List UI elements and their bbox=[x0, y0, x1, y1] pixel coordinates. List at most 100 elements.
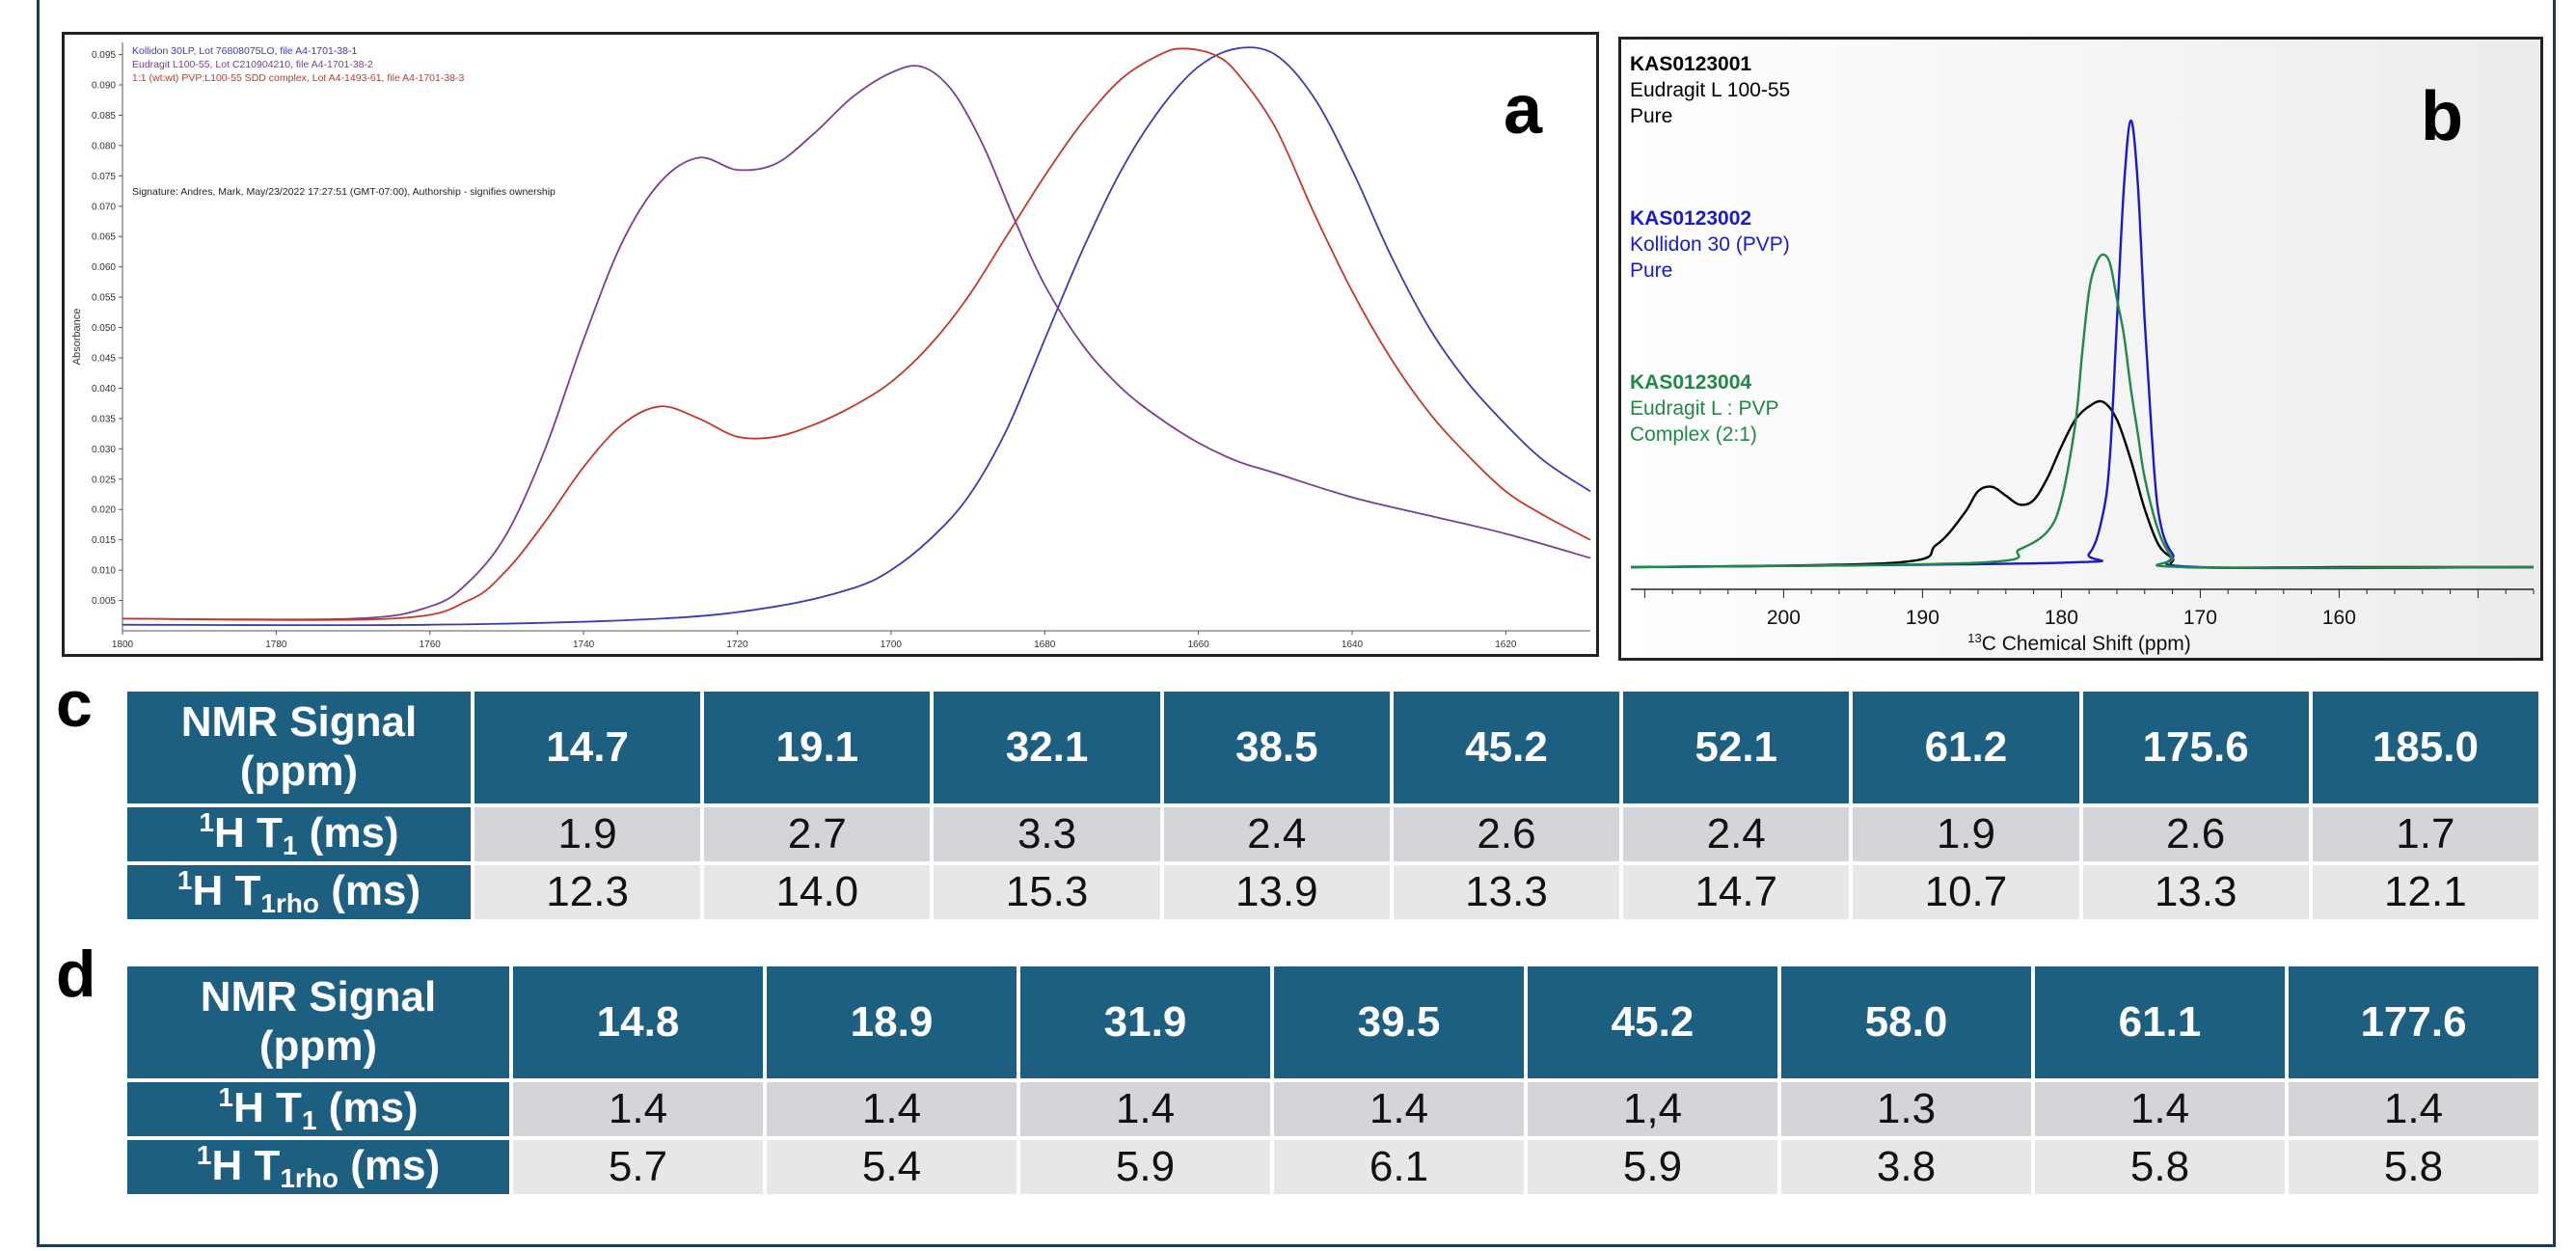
nmr-spectrum-panel: 200 190 180 170 160 13C Chemical Shift (ppm) K… bbox=[1618, 37, 2543, 661]
x-tick-label: 180 bbox=[2045, 607, 2078, 629]
header-cell: 175.6 bbox=[2082, 692, 2309, 803]
panel-letter-d: d bbox=[56, 938, 96, 1011]
y-tick-label: 0.090 bbox=[92, 81, 116, 92]
y-tick-label: 0.020 bbox=[92, 505, 116, 516]
row-label-t1: 1H T1 (ms) bbox=[127, 1082, 509, 1137]
x-tick-label: 200 bbox=[1767, 607, 1801, 629]
table-cell: 14.0 bbox=[704, 865, 931, 920]
x-tick-label: 1640 bbox=[1342, 639, 1364, 650]
table-cell: 5.8 bbox=[2289, 1140, 2538, 1195]
table-cell: 1.7 bbox=[2312, 807, 2538, 862]
header-label: NMR Signal (ppm) bbox=[127, 966, 509, 1078]
x-tick-label: 1760 bbox=[420, 639, 442, 650]
y-tick-label: 0.025 bbox=[92, 475, 116, 485]
ftir-series-line bbox=[122, 47, 1591, 621]
header-cell: 45.2 bbox=[1393, 692, 1620, 803]
y-tick-label: 0.030 bbox=[92, 445, 116, 455]
y-tick-label: 0.005 bbox=[92, 596, 116, 607]
sample-id: KAS0123001 bbox=[1630, 53, 1751, 75]
legend-entry: Kollidon 30LP, Lot 76808075LO, file A4-1… bbox=[132, 45, 357, 57]
table-cell: 5.9 bbox=[1020, 1140, 1270, 1195]
y-tick-label: 0.050 bbox=[92, 323, 116, 334]
header-label-line1: NMR Signal bbox=[200, 973, 437, 1021]
y-axis-label: Absorbance bbox=[71, 309, 83, 366]
table-cell: 12.3 bbox=[475, 865, 701, 920]
table-cell: 15.3 bbox=[934, 865, 1160, 920]
sample-description: Pure bbox=[1630, 105, 1672, 127]
table-cell: 14.7 bbox=[1623, 865, 1850, 920]
header-cell: 61.2 bbox=[1853, 692, 2079, 803]
label-sup: 1 bbox=[218, 1082, 233, 1112]
header-cell: 18.9 bbox=[767, 966, 1017, 1078]
header-cell: 14.7 bbox=[475, 692, 701, 803]
header-cell: 61.1 bbox=[2035, 966, 2285, 1078]
label-sub: 1 bbox=[301, 1105, 317, 1135]
table-row-t1rho: 1H T1rho (ms) 5.7 5.4 5.9 6.1 5.9 3.8 5.… bbox=[127, 1140, 2538, 1195]
header-cell: 32.1 bbox=[934, 692, 1160, 803]
relaxation-table-d: NMR Signal (ppm) 14.8 18.9 31.9 39.5 45.2… bbox=[123, 963, 2542, 1198]
label-sup: 1 bbox=[196, 1140, 212, 1171]
label-sup: 1 bbox=[176, 865, 193, 896]
header-cell: 39.5 bbox=[1274, 966, 1524, 1078]
ftir-series-line bbox=[122, 46, 1591, 627]
nmr-series-line bbox=[1630, 253, 2535, 569]
table-cell: 2.4 bbox=[1163, 807, 1390, 862]
y-tick-label: 0.045 bbox=[92, 354, 116, 365]
x-tick-label: 1680 bbox=[1034, 639, 1056, 650]
header-cell: 58.0 bbox=[1781, 966, 2031, 1078]
x-tick-label: 1800 bbox=[112, 639, 134, 650]
legend-entry: 1:1 (wt:wt) PVP:L100-55 SDD complex, Lot… bbox=[132, 72, 465, 84]
sample-description: Kollidon 30 (PVP) bbox=[1630, 233, 1790, 256]
x-tick-label: 1700 bbox=[881, 639, 903, 650]
signature-text: Signature: Andres, Mark, May/23/2022 17:… bbox=[132, 186, 556, 198]
x-tick-label: 190 bbox=[1906, 607, 1939, 629]
header-label-line2: (ppm) bbox=[258, 1022, 378, 1070]
row-label-t1: 1H T1 (ms) bbox=[127, 807, 471, 862]
header-cell: 19.1 bbox=[704, 692, 931, 803]
table-cell: 1.4 bbox=[1020, 1082, 1270, 1137]
table-cell: 3.3 bbox=[934, 807, 1160, 862]
label-sup: 1 bbox=[199, 807, 214, 837]
x-axis-label: 13C Chemical Shift (ppm) bbox=[1967, 631, 2191, 655]
x-tick-label: 1620 bbox=[1495, 639, 1517, 650]
nmr-spectrum-chart: 200 190 180 170 160 13C Chemical Shift (ppm) K… bbox=[1621, 40, 2540, 658]
header-cell: 38.5 bbox=[1163, 692, 1390, 803]
x-axis-label-main: C Chemical Shift (ppm) bbox=[1982, 633, 2191, 655]
y-tick-label: 0.085 bbox=[92, 111, 116, 122]
table-cell: 5.8 bbox=[2035, 1140, 2285, 1195]
y-tick-label: 0.060 bbox=[92, 262, 116, 273]
y-tick-label: 0.065 bbox=[92, 232, 116, 243]
ftir-panel: 0.005 0.010 0.015 0.020 0.025 0.030 0.035 0.040… bbox=[62, 32, 1599, 657]
sample-id: KAS0123002 bbox=[1630, 207, 1751, 230]
header-label-line2: (ppm) bbox=[239, 748, 359, 795]
label-unit: (ms) bbox=[319, 867, 421, 915]
header-cell: 45.2 bbox=[1528, 966, 1777, 1078]
table-cell: 3.8 bbox=[1781, 1140, 2031, 1195]
table-cell: 1.4 bbox=[2289, 1082, 2538, 1137]
x-axis-label-sup: 13 bbox=[1967, 631, 1981, 645]
label-sub: 1rho bbox=[260, 888, 320, 919]
y-tick-label: 0.010 bbox=[92, 566, 116, 577]
y-tick-label: 0.075 bbox=[92, 172, 116, 182]
table-cell: 13.3 bbox=[2082, 865, 2309, 920]
panel-background bbox=[1621, 40, 2540, 658]
header-cell: 52.1 bbox=[1623, 692, 1850, 803]
sample-description: Pure bbox=[1630, 259, 1672, 282]
table-cell: 5.7 bbox=[513, 1140, 763, 1195]
sample-description: Eudragit L : PVP bbox=[1630, 397, 1778, 420]
sample-description: Eudragit L 100-55 bbox=[1630, 79, 1790, 101]
label-main: H T bbox=[213, 809, 283, 857]
row-label-t1rho: 1H T1rho (ms) bbox=[127, 1140, 509, 1195]
row-label-t1rho: 1H T1rho (ms) bbox=[127, 865, 471, 920]
label-main: H T bbox=[211, 1142, 281, 1190]
panel-letter-b: b bbox=[2421, 78, 2463, 155]
table-cell: 6.1 bbox=[1274, 1140, 1524, 1195]
ftir-chart: 0.005 0.010 0.015 0.020 0.025 0.030 0.035 0.040… bbox=[71, 42, 1591, 650]
sample-description: Complex (2:1) bbox=[1630, 423, 1757, 446]
x-tick-label: 1720 bbox=[726, 639, 748, 650]
table-cell: 5.4 bbox=[767, 1140, 1017, 1195]
table-row-t1rho: 1H T1rho (ms) 12.3 14.0 15.3 13.9 13.3 1… bbox=[127, 865, 2538, 920]
header-cell: 31.9 bbox=[1020, 966, 1270, 1078]
x-tick-label: 1660 bbox=[1187, 639, 1209, 650]
table-cell: 1.3 bbox=[1781, 1082, 2031, 1137]
